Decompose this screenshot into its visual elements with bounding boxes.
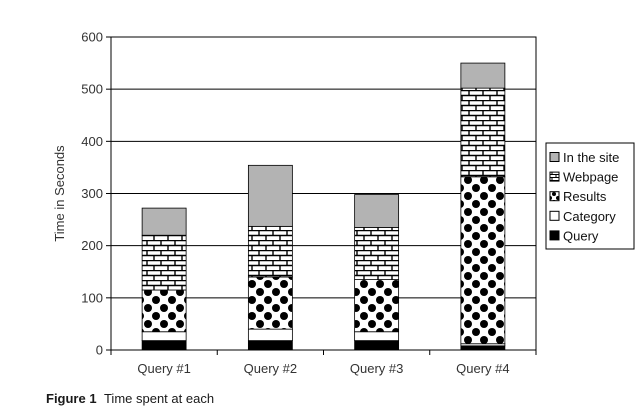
bar-segment-webpage xyxy=(460,87,506,178)
bar-segment-webpage xyxy=(354,227,400,280)
bar-segment-in-the-site xyxy=(460,62,506,89)
legend-entry-label: Category xyxy=(563,209,616,224)
legend-swatch xyxy=(549,210,560,221)
x-axis: Query #1 Query #2 Query #3 Query #4 xyxy=(110,350,537,376)
bar-segment-category xyxy=(141,331,187,342)
bar-stack xyxy=(460,62,506,351)
legend-entry-label: In the site xyxy=(563,150,619,165)
bar-segment-category xyxy=(354,331,400,342)
bar-stack xyxy=(247,164,293,351)
bar-segment-results xyxy=(141,289,187,333)
bar-stack xyxy=(354,194,400,351)
bar-segment-webpage xyxy=(141,234,187,291)
y-tick-label: 500 xyxy=(81,82,103,97)
bar-segment-query xyxy=(460,345,506,351)
y-tick-label: 400 xyxy=(81,134,103,149)
bar-segment-in-the-site xyxy=(247,164,293,227)
bar-segment-query xyxy=(247,340,293,351)
legend-entry-label: Results xyxy=(563,189,607,204)
legend-swatch xyxy=(549,230,560,241)
legend-box xyxy=(545,142,635,250)
legend-swatch xyxy=(549,171,560,182)
x-tick-label: Query #3 xyxy=(350,361,403,376)
figure-caption: Figure 1 Time spent at each xyxy=(46,391,214,406)
y-tick-label: 300 xyxy=(81,186,103,201)
y-tick-label: 0 xyxy=(96,343,103,358)
bar-segment-results xyxy=(354,279,400,333)
legend-entry-label: Query xyxy=(563,228,599,243)
y-axis-label: Time in Seconds xyxy=(52,145,67,242)
legend: In the site Webpage Results Category Query xyxy=(545,142,635,250)
x-tick-label: Query #1 xyxy=(137,361,190,376)
y-tick-label: 600 xyxy=(81,30,103,45)
bar-segment-category xyxy=(247,328,293,342)
bar-segment-in-the-site xyxy=(141,207,187,236)
bar-segment-webpage xyxy=(247,225,293,278)
legend-swatch xyxy=(549,152,560,162)
bar-segment-query xyxy=(141,340,187,351)
bar-segment-results xyxy=(460,176,506,345)
y-tick-label: 100 xyxy=(81,290,103,305)
legend-swatch xyxy=(549,191,560,202)
figure-caption-text: Time spent at each xyxy=(103,391,215,406)
bar-segment-query xyxy=(354,340,400,351)
bar-segment-results xyxy=(247,276,293,330)
y-axis: 0 100 200 300 400 500 600 xyxy=(81,30,111,358)
x-tick-label: Query #2 xyxy=(244,361,297,376)
x-tick-label: Query #4 xyxy=(456,361,509,376)
bar-stack xyxy=(141,207,187,351)
bars xyxy=(141,62,506,351)
y-tick-label: 200 xyxy=(81,238,103,253)
bar-segment-in-the-site xyxy=(354,194,400,228)
figure-caption-label: Figure 1 xyxy=(46,391,97,406)
legend-entry-label: Webpage xyxy=(563,170,618,185)
